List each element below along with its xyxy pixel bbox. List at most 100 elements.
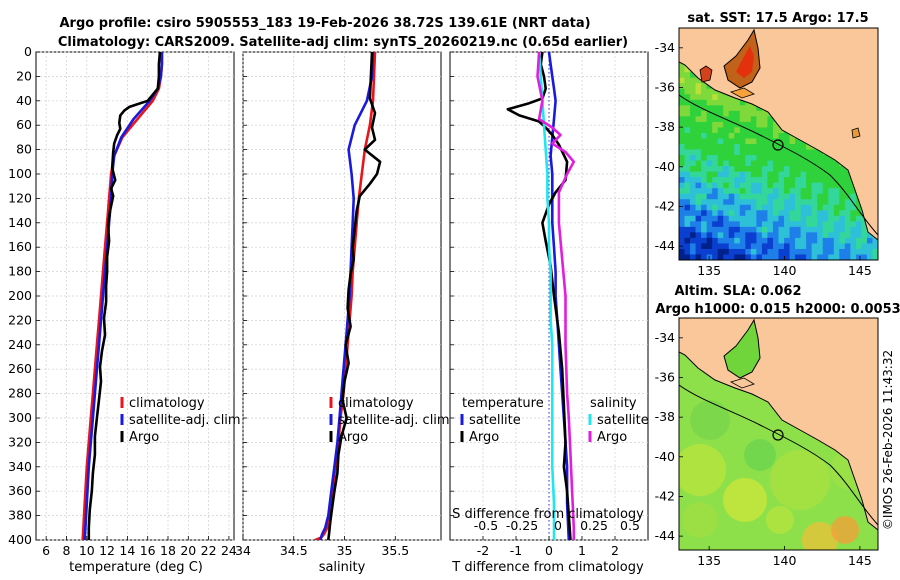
sst-cell xyxy=(712,215,718,222)
sst-cell xyxy=(817,232,824,239)
sst-cell xyxy=(745,232,752,239)
sst-cell xyxy=(795,210,801,217)
sst-cell xyxy=(679,105,685,112)
sst-cell xyxy=(800,215,807,222)
sst-cell xyxy=(712,237,718,244)
map-y-tick-label: -34 xyxy=(655,40,675,55)
sst-cell xyxy=(734,149,741,156)
sst-cell xyxy=(822,237,829,244)
sst-cell xyxy=(833,243,840,250)
sst-cell xyxy=(767,188,774,195)
sst-cell xyxy=(806,166,812,172)
legend-label: satellite xyxy=(597,413,649,428)
sla-map: 135 140 145 -34 -36 -38 -40 -42 -44 xyxy=(655,317,879,568)
x-tick-label: 35.5 xyxy=(381,543,409,558)
sst-cell xyxy=(784,226,790,233)
sst-cell xyxy=(679,237,685,244)
sst-cell xyxy=(728,177,735,183)
sst-cell xyxy=(855,221,862,228)
sst-island xyxy=(729,87,755,99)
t-difference-xlabel: T difference from climatology xyxy=(451,560,644,575)
sst-cell xyxy=(822,188,829,195)
sst-cell xyxy=(778,177,785,183)
x-tick-label: -2 xyxy=(477,543,489,558)
sst-cell xyxy=(679,72,685,79)
sst-cell xyxy=(778,127,785,134)
map-y-tick-label: -44 xyxy=(655,238,675,253)
sst-cell xyxy=(717,144,724,150)
sst-cell xyxy=(844,248,851,255)
sst-cell xyxy=(811,199,818,206)
sst-cell xyxy=(745,215,752,222)
sst-cell xyxy=(761,210,768,217)
sst-cell xyxy=(817,210,824,217)
sst-cell xyxy=(706,144,713,150)
sst-cell xyxy=(712,94,718,101)
sst-cell xyxy=(712,132,718,139)
sst-cell xyxy=(833,215,840,222)
sst-cell xyxy=(734,177,741,183)
sst-cell xyxy=(706,199,713,206)
sst-cell xyxy=(850,193,857,200)
sst-cell xyxy=(679,182,685,189)
sst-cell xyxy=(795,243,801,250)
sst-cell xyxy=(728,248,735,255)
legend-label: Argo xyxy=(338,430,368,445)
legend-label: climatology xyxy=(338,396,414,411)
sst-cell xyxy=(784,177,790,183)
sst-cell xyxy=(701,149,707,156)
sst-cell xyxy=(811,182,818,189)
sst-cell xyxy=(839,199,846,206)
s-tick-label: -0.25 xyxy=(506,518,538,533)
sst-cell xyxy=(717,138,724,145)
sst-cell xyxy=(772,188,779,195)
sst-cell xyxy=(717,110,724,117)
sst-cell xyxy=(690,83,696,90)
sst-cell xyxy=(739,105,746,112)
legend-label: climatology xyxy=(129,396,205,411)
sst-cell xyxy=(817,248,824,255)
sst-cell xyxy=(723,204,730,211)
sst-cell xyxy=(745,149,752,156)
sst-cell xyxy=(723,110,730,117)
sst-cell xyxy=(795,254,801,260)
sst-cell xyxy=(828,237,835,244)
sst-cell xyxy=(800,166,807,172)
sst-cell xyxy=(756,144,763,150)
sst-map: 135 140 145 -34 -36 -38 -40 -42 -44 xyxy=(655,27,879,278)
x-tick-label: -1 xyxy=(510,543,522,558)
sst-cell xyxy=(833,199,840,206)
sst-cell xyxy=(767,248,774,255)
sst-cell xyxy=(828,232,835,239)
sst-cell xyxy=(789,188,796,195)
sst-cell xyxy=(839,215,846,222)
sst-cell xyxy=(739,110,746,117)
sst-cell xyxy=(701,155,707,161)
sst-cell xyxy=(695,232,702,239)
sst-cell xyxy=(828,210,835,217)
sst-cell xyxy=(701,94,707,101)
sst-cell xyxy=(750,199,757,206)
sst-cell xyxy=(800,171,807,178)
sst-cell xyxy=(806,215,812,222)
sst-cell xyxy=(734,193,741,200)
sst-cell xyxy=(728,237,735,244)
sst-cell xyxy=(695,121,702,128)
sst-cell xyxy=(839,193,846,200)
sst-cell xyxy=(695,199,702,206)
sst-cell xyxy=(784,243,790,250)
sst-cell xyxy=(717,221,724,228)
sst-cell xyxy=(789,182,796,189)
legend-label: Argo xyxy=(469,430,499,445)
sst-cell xyxy=(750,121,757,128)
sst-cell xyxy=(800,204,807,211)
sst-cell xyxy=(734,166,741,172)
sst-cell xyxy=(767,226,774,233)
sst-cell xyxy=(772,155,779,161)
sst-cell xyxy=(756,138,763,145)
sst-cell xyxy=(695,99,702,106)
sst-cell xyxy=(712,155,718,161)
sst-cell xyxy=(701,144,707,150)
sst-cell xyxy=(784,210,790,217)
sst-cell xyxy=(761,144,768,150)
